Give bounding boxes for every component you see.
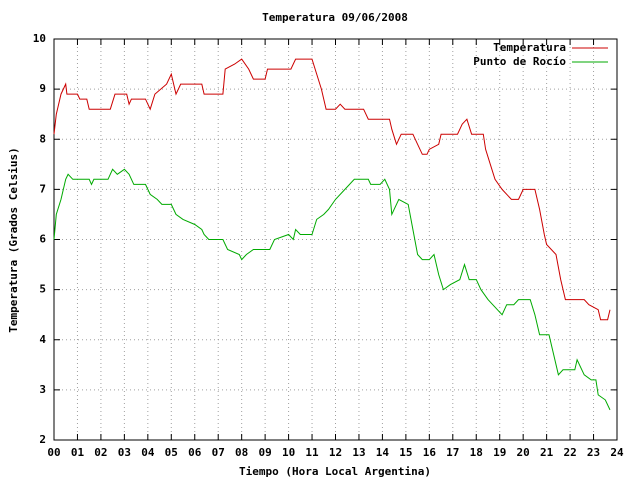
x-tick-label: 22 xyxy=(563,446,576,459)
y-axis-label: Temperatura (Grados Celsius) xyxy=(7,147,20,332)
x-tick-label: 00 xyxy=(47,446,60,459)
x-tick-label: 09 xyxy=(259,446,272,459)
x-tick-label: 13 xyxy=(352,446,365,459)
y-tick-label: 7 xyxy=(39,182,46,195)
x-tick-label: 06 xyxy=(188,446,202,459)
x-tick-label: 12 xyxy=(329,446,342,459)
x-tick-label: 14 xyxy=(376,446,390,459)
x-tick-label: 17 xyxy=(446,446,459,459)
chart-title: Temperatura 09/06/2008 xyxy=(262,11,408,24)
legend-label: Punto de Rocío xyxy=(473,55,566,68)
x-tick-label: 11 xyxy=(305,446,319,459)
series-line xyxy=(53,58,611,321)
y-tick-label: 9 xyxy=(39,82,46,95)
y-tick-label: 6 xyxy=(39,233,46,246)
x-tick-label: 16 xyxy=(423,446,437,459)
x-tick-label: 19 xyxy=(493,446,506,459)
x-tick-label: 21 xyxy=(540,446,554,459)
x-tick-label: 20 xyxy=(517,446,530,459)
x-tick-label: 24 xyxy=(610,446,624,459)
x-tick-label: 03 xyxy=(118,446,131,459)
x-tick-label: 05 xyxy=(165,446,178,459)
series-line xyxy=(53,168,611,411)
y-tick-label: 10 xyxy=(33,32,46,45)
x-tick-label: 08 xyxy=(235,446,248,459)
x-tick-label: 01 xyxy=(71,446,85,459)
y-tick-label: 4 xyxy=(39,333,46,346)
x-tick-label: 10 xyxy=(282,446,295,459)
y-tick-label: 3 xyxy=(39,383,46,396)
y-tick-label: 2 xyxy=(39,433,46,446)
x-tick-label: 07 xyxy=(212,446,225,459)
y-tick-label: 5 xyxy=(39,283,46,296)
y-tick-label: 8 xyxy=(39,132,46,145)
x-tick-label: 23 xyxy=(587,446,600,459)
x-tick-label: 02 xyxy=(94,446,107,459)
legend-label: Temperatura xyxy=(493,41,566,54)
x-axis-label: Tiempo (Hora Local Argentina) xyxy=(239,465,431,478)
x-tick-label: 15 xyxy=(399,446,412,459)
x-tick-label: 18 xyxy=(470,446,483,459)
x-tick-label: 04 xyxy=(141,446,155,459)
